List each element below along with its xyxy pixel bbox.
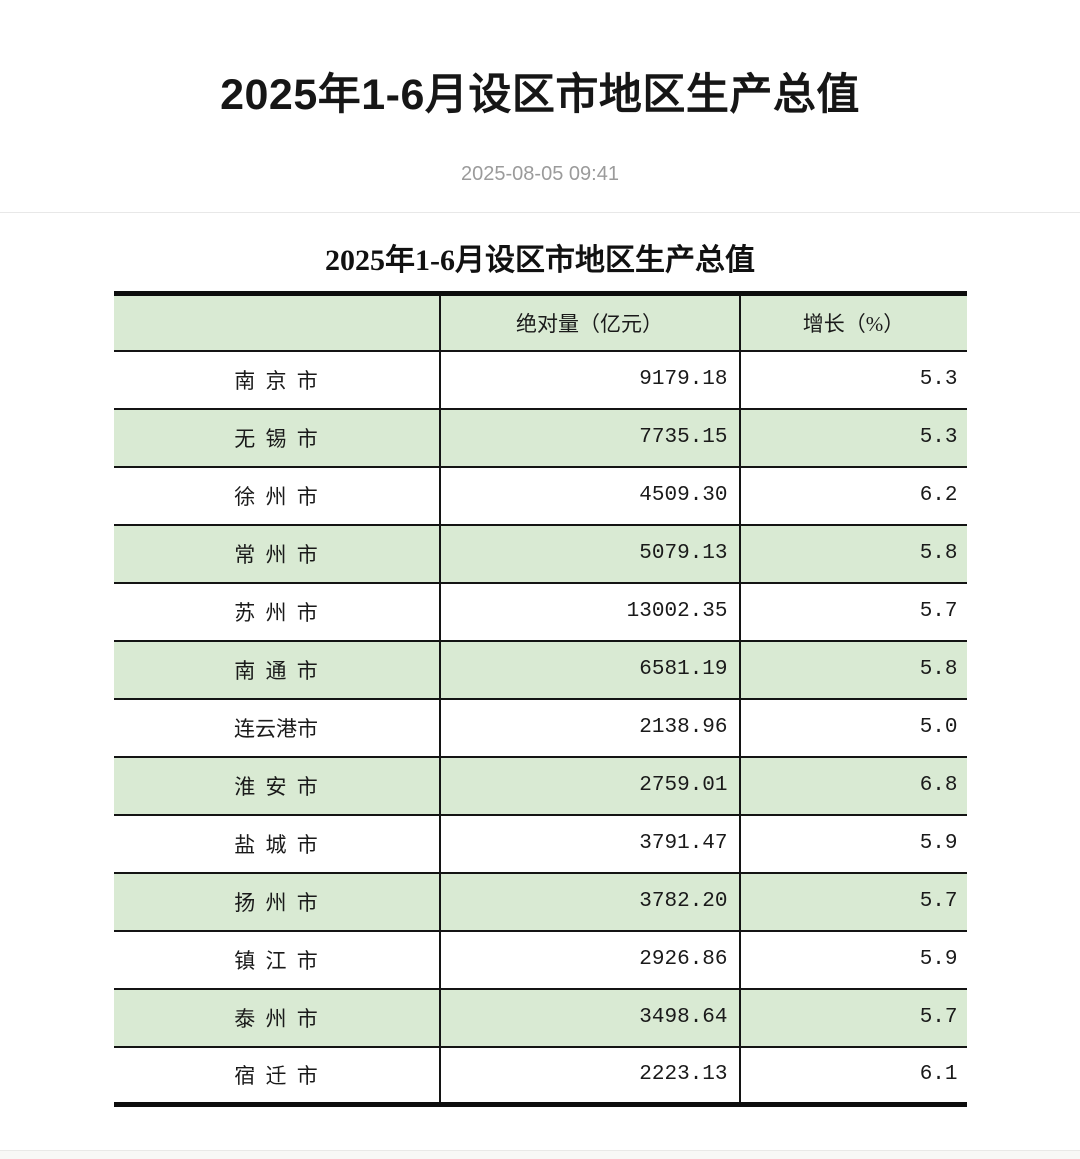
table-row: 徐 州 市 4509.30 6.2 <box>113 466 967 526</box>
city-name-cell: 扬 州 市 <box>113 872 441 932</box>
absolute-amount-cell: 13002.35 <box>439 582 741 642</box>
article-header: 2025年1-6月设区市地区生产总值 2025-08-05 09:41 <box>0 0 1080 186</box>
table-row: 南 京 市 9179.18 5.3 <box>113 350 967 410</box>
city-name-cell: 南 通 市 <box>113 640 441 700</box>
absolute-amount-cell: 2926.86 <box>439 930 741 990</box>
table-row: 常 州 市 5079.13 5.8 <box>113 524 967 584</box>
city-name-cell: 盐 城 市 <box>113 814 441 874</box>
city-name-cell: 连云港市 <box>113 698 441 758</box>
bottom-strip <box>0 1150 1080 1159</box>
growth-rate-cell: 5.8 <box>739 524 967 584</box>
header-divider <box>0 212 1080 213</box>
city-name-cell: 苏 州 市 <box>113 582 441 642</box>
table-row: 苏 州 市 13002.35 5.7 <box>113 582 967 642</box>
city-name-cell: 泰 州 市 <box>113 988 441 1048</box>
city-name-cell: 南 京 市 <box>113 350 441 410</box>
city-name-cell: 无 锡 市 <box>113 408 441 468</box>
growth-rate-cell: 6.8 <box>739 756 967 816</box>
absolute-amount-cell: 3791.47 <box>439 814 741 874</box>
growth-rate-cell: 6.2 <box>739 466 967 526</box>
growth-rate-cell: 5.0 <box>739 698 967 758</box>
table-row: 泰 州 市 3498.64 5.7 <box>113 988 967 1048</box>
table-header-row: 绝对量（亿元） 增长（%） <box>113 293 967 352</box>
publish-date: 2025-08-05 09:41 <box>461 163 619 185</box>
city-name-cell: 淮 安 市 <box>113 756 441 816</box>
gdp-table: 绝对量（亿元） 增长（%） 南 京 市 9179.18 5.3 无 锡 市 77… <box>113 291 967 1107</box>
table-row: 淮 安 市 2759.01 6.8 <box>113 756 967 816</box>
table-row: 连云港市 2138.96 5.0 <box>113 698 967 758</box>
growth-rate-cell: 5.9 <box>739 930 967 990</box>
col-header-absolute-amount: 绝对量（亿元） <box>439 293 741 352</box>
absolute-amount-cell: 3498.64 <box>439 988 741 1048</box>
growth-rate-cell: 5.3 <box>739 408 967 468</box>
growth-rate-cell: 5.8 <box>739 640 967 700</box>
table-title: 2025年1-6月设区市地区生产总值 <box>325 244 755 277</box>
absolute-amount-cell: 6581.19 <box>439 640 741 700</box>
absolute-amount-cell: 5079.13 <box>439 524 741 584</box>
article-body: 2025年1-6月设区市地区生产总值 绝对量（亿元） 增长（%） 南 京 市 9… <box>0 242 1080 1107</box>
col-header-growth: 增长（%） <box>739 293 967 352</box>
absolute-amount-cell: 2223.13 <box>439 1046 741 1106</box>
absolute-amount-cell: 7735.15 <box>439 408 741 468</box>
growth-rate-cell: 5.7 <box>739 872 967 932</box>
growth-rate-cell: 5.3 <box>739 350 967 410</box>
city-name-cell: 镇 江 市 <box>113 930 441 990</box>
city-name-cell: 宿 迁 市 <box>113 1046 441 1106</box>
table-row: 无 锡 市 7735.15 5.3 <box>113 408 967 468</box>
growth-rate-cell: 6.1 <box>739 1046 967 1106</box>
growth-rate-cell: 5.7 <box>739 582 967 642</box>
absolute-amount-cell: 2759.01 <box>439 756 741 816</box>
city-name-cell: 常 州 市 <box>113 524 441 584</box>
absolute-amount-cell: 2138.96 <box>439 698 741 758</box>
growth-rate-cell: 5.9 <box>739 814 967 874</box>
growth-rate-cell: 5.7 <box>739 988 967 1048</box>
table-row: 南 通 市 6581.19 5.8 <box>113 640 967 700</box>
table-row: 扬 州 市 3782.20 5.7 <box>113 872 967 932</box>
absolute-amount-cell: 4509.30 <box>439 466 741 526</box>
absolute-amount-cell: 3782.20 <box>439 872 741 932</box>
table-row: 镇 江 市 2926.86 5.9 <box>113 930 967 990</box>
table-row: 盐 城 市 3791.47 5.9 <box>113 814 967 874</box>
table-row: 宿 迁 市 2223.13 6.1 <box>113 1046 967 1106</box>
absolute-amount-cell: 9179.18 <box>439 350 741 410</box>
city-name-cell: 徐 州 市 <box>113 466 441 526</box>
page-title: 2025年1-6月设区市地区生产总值 <box>220 71 860 119</box>
col-header-region <box>113 293 441 352</box>
